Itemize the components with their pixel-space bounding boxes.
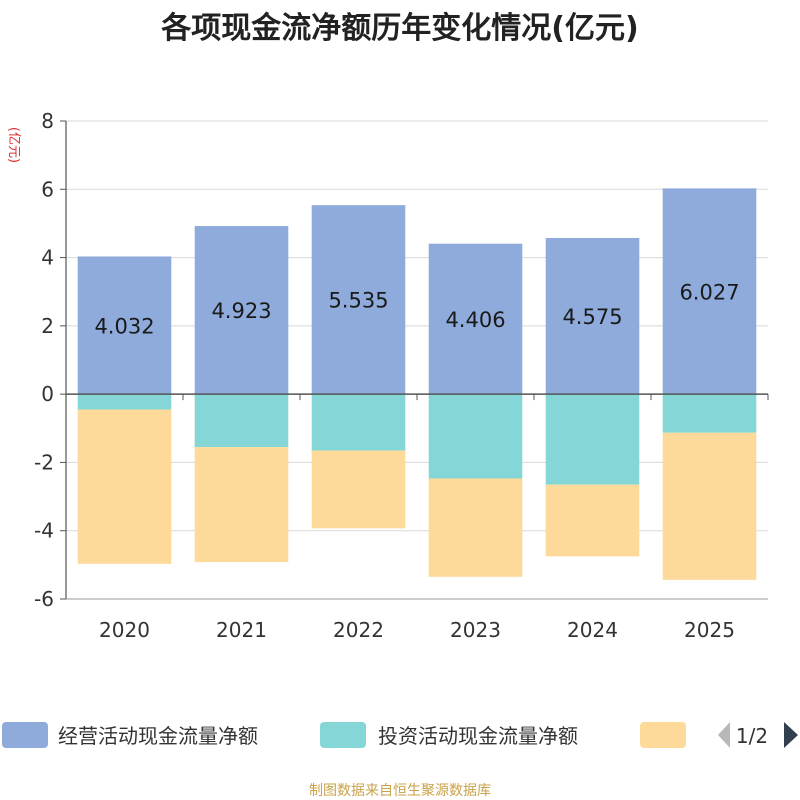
bar-series-2-2020 xyxy=(77,409,172,564)
x-tick-label: 2024 xyxy=(567,618,618,642)
legend-next-page-icon[interactable] xyxy=(784,722,798,748)
bars xyxy=(77,188,757,580)
bar-series-0-2024 xyxy=(545,237,640,395)
legend: 经营活动现金流量净额 投资活动现金流量净额 1/2 xyxy=(2,722,798,748)
legend-label-operating: 经营活动现金流量净额 xyxy=(58,724,258,748)
x-tick-label: 2025 xyxy=(684,618,735,642)
y-tick-label: 6 xyxy=(41,177,54,201)
bar-series-1-2022 xyxy=(311,394,406,451)
data-label: 4.923 xyxy=(211,299,271,323)
bar-series-2-2024 xyxy=(545,484,640,557)
y-tick-label: 8 xyxy=(41,109,54,133)
y-tick-label: 4 xyxy=(41,246,54,270)
legend-page-indicator: 1/2 xyxy=(736,724,768,748)
data-label: 5.535 xyxy=(328,289,388,313)
y-tick-label: 0 xyxy=(41,382,54,406)
bar-series-2-2025 xyxy=(662,432,757,580)
y-axis-unit: (亿元) xyxy=(6,127,21,163)
bar-series-2-2021 xyxy=(194,447,289,563)
bar-series-2-2023 xyxy=(428,478,523,577)
bar-series-1-2025 xyxy=(662,394,757,433)
x-axis-ticks: 2020 2021 2022 2023 2024 2025 xyxy=(65,394,769,642)
chart-title: 各项现金流净额历年变化情况(亿元) xyxy=(160,11,638,46)
legend-item-financing[interactable] xyxy=(640,722,686,748)
data-label: 4.406 xyxy=(445,308,505,332)
x-tick-label: 2021 xyxy=(216,618,267,642)
y-tick-label: -6 xyxy=(34,587,54,611)
bar-series-1-2024 xyxy=(545,394,640,485)
bar-series-0-2020 xyxy=(77,256,172,395)
y-axis-ticks: 8 6 4 2 0 -2 -4 -6 xyxy=(34,109,66,611)
data-label: 4.032 xyxy=(94,314,154,338)
legend-prev-page-icon[interactable] xyxy=(718,722,730,748)
legend-swatch-investing xyxy=(320,722,366,748)
data-label: 4.575 xyxy=(562,305,622,329)
bar-series-0-2023 xyxy=(428,243,523,395)
bar-series-0-2022 xyxy=(311,205,406,395)
y-tick-label: -4 xyxy=(34,519,54,543)
source-note: 制图数据来自恒生聚源数据库 xyxy=(309,783,491,799)
data-label: 6.027 xyxy=(679,280,739,304)
x-tick-label: 2023 xyxy=(450,618,501,642)
bar-series-1-2021 xyxy=(194,394,289,448)
legend-swatch-operating xyxy=(2,722,48,748)
bar-series-0-2025 xyxy=(662,188,757,395)
legend-item-investing[interactable]: 投资活动现金流量净额 xyxy=(320,722,578,748)
bar-series-0-2021 xyxy=(194,226,289,395)
y-tick-label: 2 xyxy=(41,314,54,338)
bar-series-1-2023 xyxy=(428,394,523,479)
bar-series-1-2020 xyxy=(77,394,172,410)
data-labels: 4.032 4.923 5.535 4.406 4.575 6.027 xyxy=(94,280,739,338)
legend-item-operating[interactable]: 经营活动现金流量净额 xyxy=(2,722,258,748)
x-tick-label: 2022 xyxy=(333,618,384,642)
bar-series-2-2022 xyxy=(311,450,406,529)
legend-label-investing: 投资活动现金流量净额 xyxy=(378,724,578,748)
y-tick-label: -2 xyxy=(34,450,54,474)
x-tick-label: 2020 xyxy=(99,618,150,642)
legend-swatch-financing xyxy=(640,722,686,748)
